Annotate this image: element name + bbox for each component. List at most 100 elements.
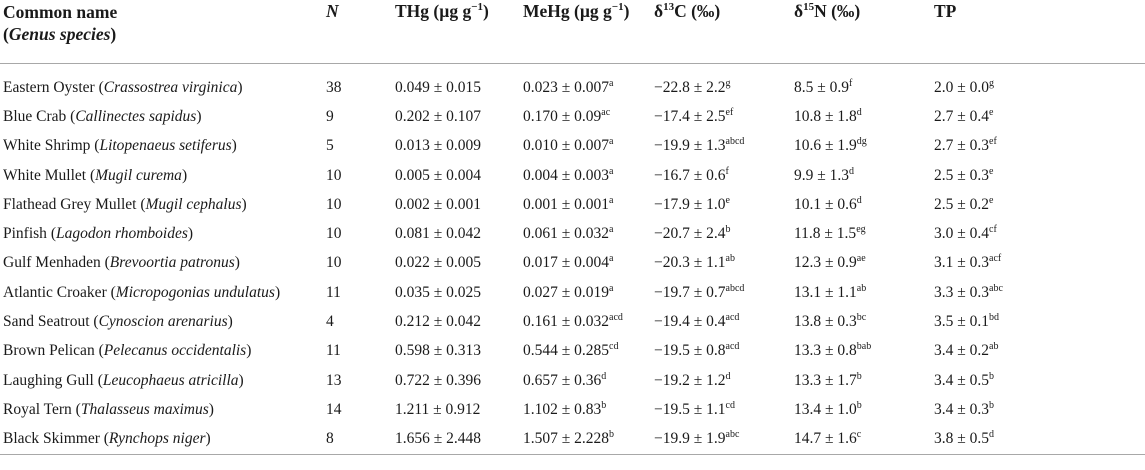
table-row: Sand Seatrout (Cynoscion arenarius) 4 0.21…	[0, 307, 1145, 336]
mehg-superscript: a	[609, 77, 614, 89]
cell-common-name: Atlantic Croaker (Micropogonias undulatu…	[3, 283, 281, 301]
cell-thg: 0.005 ± 0.004	[395, 166, 482, 184]
table-body: Eastern Oyster (Crassostrea virginica) 38…	[0, 64, 1145, 455]
header-thg-close: )	[482, 1, 489, 21]
d13c-value: −20.3 ± 1.1	[654, 254, 726, 272]
cell-thg: 0.035 ± 0.025	[395, 283, 482, 301]
header-mehg-label: MeHg (µg g	[523, 1, 612, 21]
cell-d15n: 12.3 ± 0.9ae	[791, 249, 931, 278]
d13c-superscript: ef	[725, 106, 734, 118]
species-name: Mugil cephalus	[145, 195, 242, 213]
mehg-superscript: a	[609, 282, 614, 294]
cell-thg: 0.598 ± 0.313	[395, 342, 482, 360]
cell-mehg: 0.061 ± 0.032a	[520, 219, 651, 248]
d15n-superscript: c	[856, 429, 862, 441]
d15n-value: 10.8 ± 1.8	[794, 107, 857, 125]
cell-d13c: −19.5 ± 0.8acd	[651, 337, 791, 366]
mehg-superscript: a	[609, 194, 614, 206]
header-d13c-isotope: 13	[663, 1, 675, 14]
header-thg: THg (µg g−1)	[392, 0, 520, 64]
cell-d13c: −20.3 ± 1.1ab	[651, 249, 791, 278]
header-d15n: δ15N (‰)	[791, 0, 931, 64]
cell-d15n: 10.8 ± 1.8d	[791, 102, 931, 131]
species-name: Thalasseus maximus	[80, 400, 209, 418]
d15n-value: 13.1 ± 1.1	[794, 283, 857, 301]
cell-tp: 3.1 ± 0.3acf	[931, 249, 1145, 278]
mehg-superscript: b	[601, 399, 607, 411]
table-row: Gulf Menhaden (Brevoortia patronus) 10 0.0…	[0, 249, 1145, 278]
cell-d13c: −19.7 ± 0.7abcd	[651, 278, 791, 307]
common-name: Atlantic Croaker	[3, 283, 107, 301]
cell-n: 8	[323, 424, 392, 455]
species-name: Callinectes sapidus	[75, 107, 197, 125]
mehg-value: 0.544 ± 0.285	[523, 342, 610, 360]
cell-d13c: −17.4 ± 2.5ef	[651, 102, 791, 131]
cell-d13c: −19.5 ± 1.1cd	[651, 395, 791, 424]
d13c-value: −22.8 ± 2.2	[654, 78, 726, 96]
cell-tp: 3.4 ± 0.3b	[931, 395, 1145, 424]
mehg-value: 0.161 ± 0.032	[523, 313, 610, 331]
cell-d15n: 13.8 ± 0.3bc	[791, 307, 931, 336]
d15n-value: 12.3 ± 0.9	[794, 254, 857, 272]
cell-mehg: 0.544 ± 0.285cd	[520, 337, 651, 366]
cell-tp: 3.0 ± 0.4cf	[931, 219, 1145, 248]
d15n-value: 13.4 ± 1.0	[794, 400, 857, 418]
tp-superscript: cf	[989, 223, 997, 235]
table-row: Eastern Oyster (Crassostrea virginica) 38…	[0, 64, 1145, 103]
table-row: Blue Crab (Callinectes sapidus) 9 0.202 ± …	[0, 102, 1145, 131]
cell-d13c: −17.9 ± 1.0e	[651, 190, 791, 219]
cell-tp: 3.4 ± 0.5b	[931, 366, 1145, 395]
header-thg-label: THg (µg g	[395, 1, 472, 21]
table-row: Royal Tern (Thalasseus maximus) 14 1.211 ±…	[0, 395, 1145, 424]
cell-d13c: −19.4 ± 0.4acd	[651, 307, 791, 336]
tp-value: 2.5 ± 0.3	[934, 166, 990, 184]
cell-d13c: −19.9 ± 1.9abc	[651, 424, 791, 455]
d15n-value: 11.8 ± 1.5	[794, 225, 857, 243]
d13c-superscript: abcd	[725, 282, 745, 294]
header-genus-species-italic: Genus species	[8, 24, 111, 44]
cell-mehg: 1.507 ± 2.228b	[520, 424, 651, 455]
d13c-value: −19.5 ± 1.1	[654, 400, 726, 418]
d13c-value: −17.9 ± 1.0	[654, 195, 726, 213]
cell-common-name: Black Skimmer (Rynchops niger)	[0, 424, 323, 455]
common-name: Black Skimmer	[3, 430, 100, 448]
tp-value: 3.1 ± 0.3	[934, 254, 990, 272]
header-mehg: MeHg (µg g−1)	[520, 0, 651, 64]
d15n-value: 13.3 ± 1.7	[794, 371, 857, 389]
mehg-superscript: a	[609, 253, 614, 265]
mehg-value: 1.507 ± 2.228	[523, 430, 610, 448]
cell-common-name: Gulf Menhaden (Brevoortia patronus)	[3, 254, 240, 272]
cell-d15n: 13.3 ± 1.7b	[791, 366, 931, 395]
tp-superscript: d	[989, 429, 995, 441]
cell-d13c: −19.2 ± 1.2d	[651, 366, 791, 395]
d15n-superscript: ab	[856, 282, 867, 294]
d13c-superscript: f	[725, 165, 729, 177]
cell-common-name: Flathead Grey Mullet (Mugil cephalus)	[3, 195, 247, 213]
cell-d15n: 13.4 ± 1.0b	[791, 395, 931, 424]
common-name: White Shrimp	[3, 137, 91, 155]
common-name: Sand Seatrout	[3, 313, 90, 331]
cell-d13c: −19.9 ± 1.3abcd	[651, 132, 791, 161]
d13c-value: −17.4 ± 2.5	[654, 107, 726, 125]
tp-superscript: e	[989, 165, 994, 177]
species-name: Rynchops niger	[108, 430, 206, 448]
tp-value: 3.4 ± 0.3	[934, 400, 990, 418]
mehg-superscript: ac	[601, 106, 611, 118]
table-row: White Shrimp (Litopenaeus setiferus) 5 0.0…	[0, 132, 1145, 161]
cell-mehg: 0.657 ± 0.36d	[520, 366, 651, 395]
header-d13c: δ13C (‰)	[651, 0, 791, 64]
mehg-superscript: acd	[609, 311, 623, 323]
d15n-value: 14.7 ± 1.6	[794, 430, 857, 448]
table-row: Laughing Gull (Leucophaeus atricilla) 13 0…	[0, 366, 1145, 395]
d15n-superscript: d	[849, 165, 855, 177]
common-name: Blue Crab	[3, 107, 67, 125]
tp-value: 2.5 ± 0.2	[934, 195, 990, 213]
cell-common-name: Laughing Gull (Leucophaeus atricilla)	[3, 371, 244, 389]
cell-tp: 2.7 ± 0.4e	[931, 102, 1145, 131]
cell-n: 38	[326, 78, 342, 96]
tp-value: 3.3 ± 0.3	[934, 283, 990, 301]
d15n-superscript: ae	[856, 253, 866, 265]
species-name: Micropogonias undulatus	[115, 283, 275, 301]
cell-n: 11	[326, 283, 341, 301]
d15n-superscript: b	[856, 399, 862, 411]
